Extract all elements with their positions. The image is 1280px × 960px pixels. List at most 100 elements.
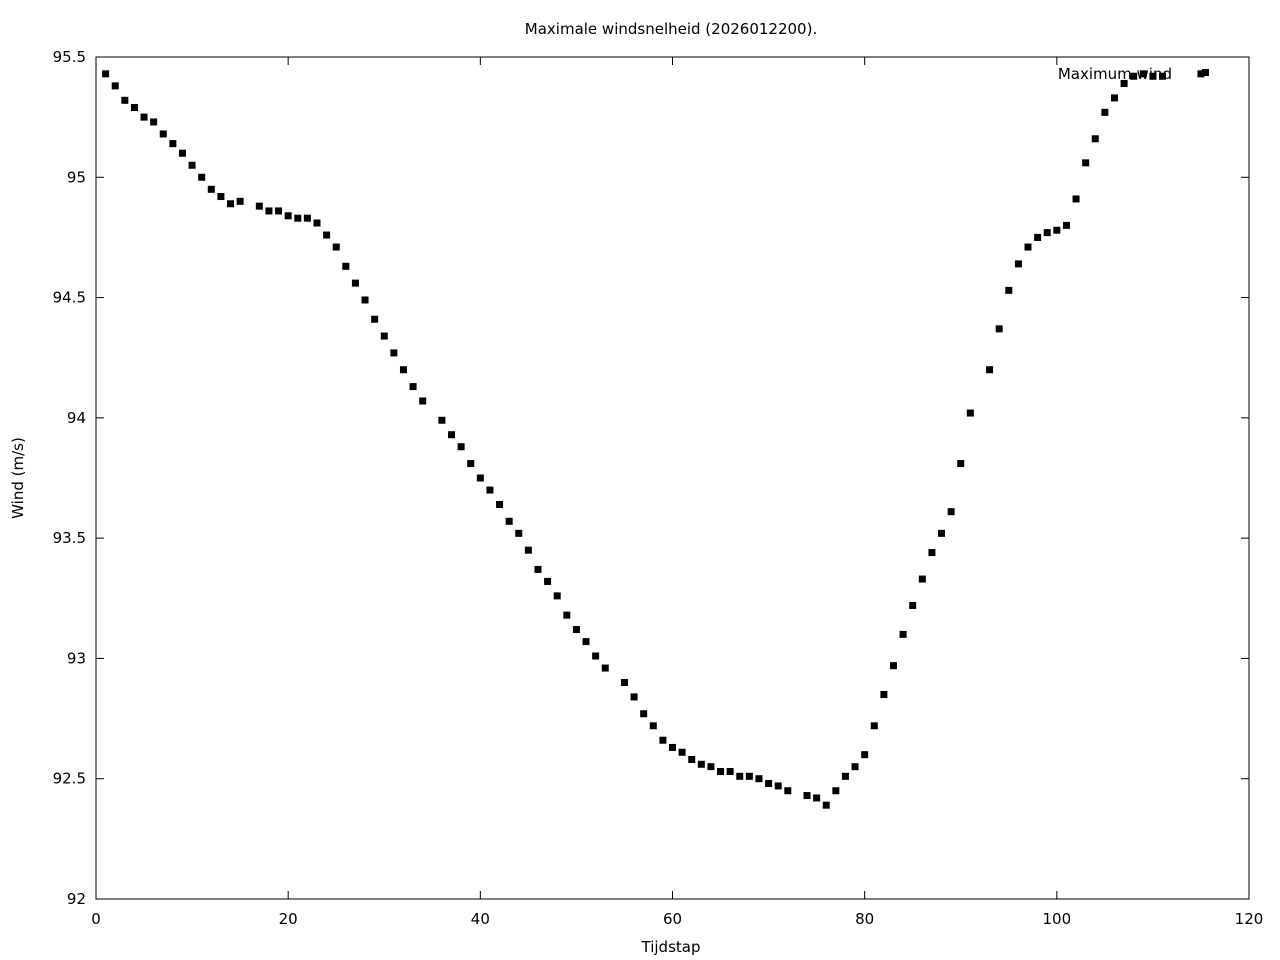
data-point	[544, 577, 552, 585]
data-point	[1110, 94, 1118, 102]
data-point	[1005, 286, 1013, 294]
data-point	[947, 508, 955, 516]
data-point	[572, 626, 580, 634]
data-point	[726, 767, 734, 775]
y-tick-label: 93	[67, 649, 86, 667]
data-point	[880, 691, 888, 699]
data-point	[188, 161, 196, 169]
data-point	[361, 296, 369, 304]
x-axis-label: Tijdstap	[641, 938, 701, 956]
data-point	[486, 486, 494, 494]
data-point	[745, 772, 753, 780]
data-point	[870, 722, 878, 730]
chart-title: Maximale windsnelheid (2026012200).	[525, 20, 817, 38]
data-point	[563, 611, 571, 619]
data-point	[140, 113, 148, 121]
data-point	[1139, 70, 1147, 78]
data-point	[313, 219, 321, 227]
y-axis-label: Wind (m/s)	[9, 437, 27, 519]
data-point	[957, 460, 965, 468]
data-point	[1072, 195, 1080, 203]
data-point	[966, 409, 974, 417]
data-point	[534, 565, 542, 573]
x-tick-label: 120	[1235, 910, 1264, 928]
data-point	[399, 366, 407, 374]
data-point	[582, 638, 590, 646]
data-point	[448, 431, 456, 439]
data-point	[332, 243, 340, 251]
data-point	[678, 748, 686, 756]
data-points	[102, 70, 1205, 809]
data-point	[832, 787, 840, 795]
data-point	[323, 231, 331, 239]
data-point	[351, 279, 359, 287]
data-point	[659, 736, 667, 744]
data-point	[986, 366, 994, 374]
data-point	[688, 755, 696, 763]
data-point	[1034, 233, 1042, 241]
data-point	[1043, 229, 1051, 237]
data-point	[284, 212, 292, 220]
data-point	[515, 529, 523, 537]
data-point	[438, 416, 446, 424]
x-tick-label: 100	[1043, 910, 1072, 928]
x-tick-label: 40	[471, 910, 490, 928]
data-point	[889, 662, 897, 670]
data-point	[938, 529, 946, 537]
data-point	[755, 775, 763, 783]
data-point	[169, 140, 177, 148]
data-point	[303, 214, 311, 222]
data-point	[1130, 72, 1138, 80]
data-point	[851, 763, 859, 771]
x-tick-label: 60	[663, 910, 682, 928]
data-point	[102, 70, 110, 78]
data-point	[409, 383, 417, 391]
data-point	[505, 517, 513, 525]
data-point	[822, 801, 830, 809]
data-point	[601, 664, 609, 672]
data-point	[620, 678, 628, 686]
data-point	[928, 549, 936, 557]
y-tick-label: 94	[67, 409, 86, 427]
y-tick-label: 95	[67, 168, 86, 186]
data-point	[150, 118, 158, 126]
data-point	[227, 200, 235, 208]
data-point	[130, 104, 138, 112]
data-point	[553, 592, 561, 600]
axis-tick-labels: 0 20 40 60 80 100 120 92 92.5 93 93.5 94 94.5 95 95.5	[53, 48, 1264, 928]
data-point	[1082, 159, 1090, 167]
x-tick-label: 80	[855, 910, 874, 928]
data-point	[736, 772, 744, 780]
data-point	[1091, 135, 1099, 143]
data-point	[207, 185, 215, 193]
y-tick-label: 92	[67, 890, 86, 908]
data-point	[841, 772, 849, 780]
data-point	[697, 760, 705, 768]
data-point	[371, 315, 379, 323]
data-point	[496, 500, 504, 508]
data-point	[217, 193, 225, 201]
x-tick-label: 20	[279, 910, 298, 928]
data-point	[380, 332, 388, 340]
y-tick-label: 93.5	[53, 529, 86, 547]
data-point	[390, 349, 398, 357]
data-point	[640, 710, 648, 718]
data-point	[803, 792, 811, 800]
data-point	[669, 743, 676, 751]
legend: Maximum wind	[1058, 65, 1209, 83]
data-point	[1149, 72, 1157, 80]
data-point	[1159, 72, 1167, 80]
y-tick-label: 92.5	[53, 770, 86, 788]
data-point	[467, 460, 475, 468]
data-point	[1197, 70, 1205, 78]
data-point	[861, 751, 869, 759]
data-point	[765, 780, 773, 788]
x-tick-label: 0	[91, 910, 101, 928]
data-point	[121, 96, 129, 104]
legend-marker	[1202, 69, 1209, 76]
plot-frame	[95, 56, 1250, 900]
data-point	[1053, 226, 1061, 234]
data-point	[918, 575, 926, 583]
